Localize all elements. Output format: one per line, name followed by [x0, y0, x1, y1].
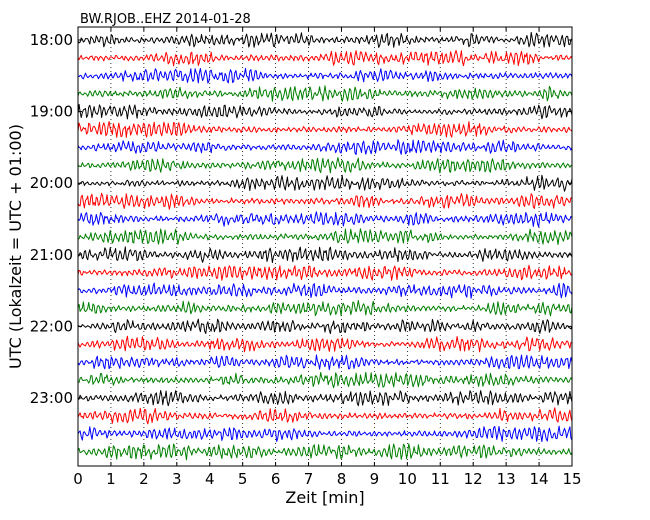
trace-row: [77, 157, 573, 174]
x-tick-label: 5: [238, 470, 248, 488]
x-tick-label: 13: [497, 470, 516, 488]
x-tick-label: 15: [562, 470, 581, 488]
trace-row: [77, 282, 573, 299]
x-tick-label: 14: [530, 470, 549, 488]
trace-row: [77, 246, 573, 264]
x-tick-label: 12: [464, 470, 483, 488]
trace-row: [77, 31, 573, 48]
axis-ticks: [77, 27, 573, 466]
trace-row: [77, 103, 573, 120]
x-tick-label: 8: [337, 470, 347, 488]
seismogram-traces: [77, 31, 573, 461]
trace-row: [77, 299, 573, 317]
trace-row: [77, 85, 573, 102]
trace-row: [77, 192, 573, 210]
y-tick-label: 21:00: [30, 246, 73, 264]
y-tick-label: 20:00: [30, 174, 73, 192]
trace-row: [77, 354, 573, 371]
x-tick-label: 9: [370, 470, 380, 488]
trace-row: [77, 425, 573, 443]
x-tick-label: 10: [398, 470, 417, 488]
trace-row: [77, 318, 573, 335]
x-tick-label: 4: [205, 470, 215, 488]
trace-row: [77, 211, 573, 228]
trace-row: [77, 50, 573, 67]
x-axis-label: Zeit [min]: [285, 488, 364, 507]
trace-row: [77, 335, 573, 353]
trace-row: [77, 390, 573, 407]
y-tick-label: 22:00: [30, 317, 73, 335]
trace-row: [77, 67, 573, 84]
trace-row: [77, 264, 573, 281]
plot-frame: [77, 26, 573, 467]
x-tick-label: 0: [73, 470, 83, 488]
trace-row: [77, 443, 573, 461]
x-tick-labels: 0 1 2 3 4 5 6 7 8 9 10 11 12 13 14 15: [73, 470, 581, 488]
x-tick-label: 3: [172, 470, 182, 488]
x-tick-label: 6: [271, 470, 281, 488]
y-tick-label: 23:00: [30, 389, 73, 407]
y-axis-label: UTC (Lokalzeit = UTC + 01:00): [6, 124, 25, 369]
trace-row: [77, 228, 573, 245]
x-tick-label: 7: [304, 470, 314, 488]
x-tick-label: 2: [139, 470, 149, 488]
x-tick-label: 11: [431, 470, 450, 488]
chart-title: BW.RJOB..EHZ 2014-01-28: [80, 12, 251, 27]
trace-row: [77, 174, 573, 192]
x-tick-label: 1: [106, 470, 116, 488]
trace-row: [77, 371, 573, 389]
trace-row: [77, 407, 573, 425]
y-tick-label: 18:00: [30, 31, 73, 49]
trace-row: [77, 121, 573, 138]
trace-row: [77, 139, 573, 155]
y-tick-label: 19:00: [30, 103, 73, 121]
y-tick-labels: 18:00 19:00 20:00 21:00 22:00 23:00: [30, 31, 73, 407]
